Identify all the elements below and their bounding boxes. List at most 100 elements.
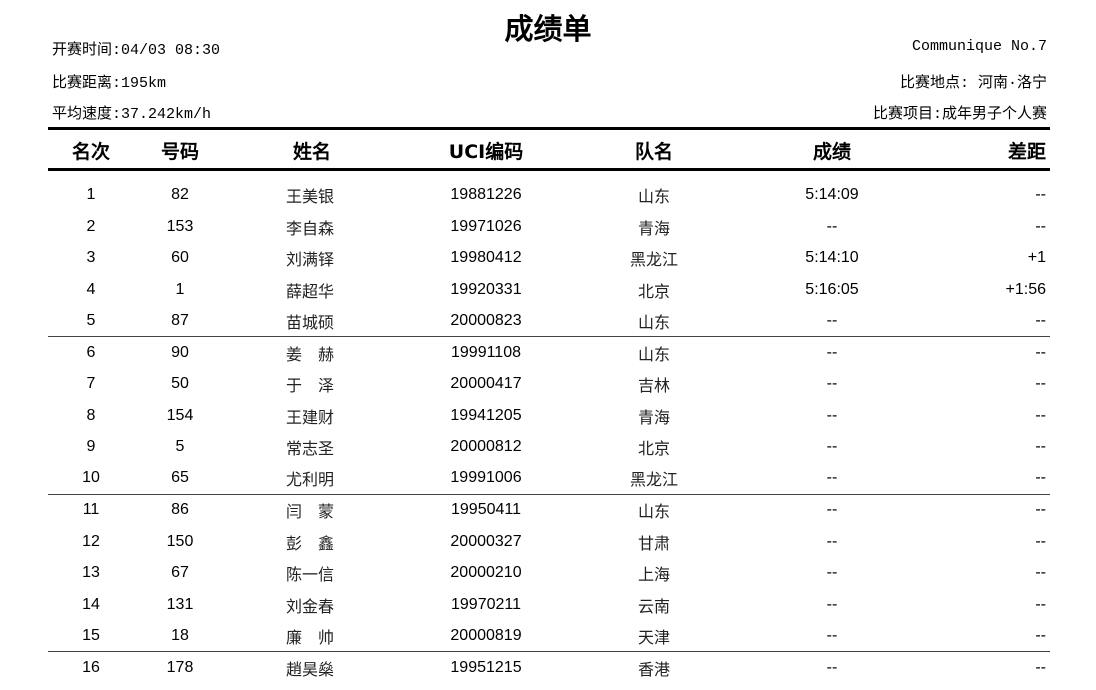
cell-time: -- [826, 406, 838, 424]
cell-team: 黑龙江 [629, 250, 678, 270]
cell-number: 65 [171, 469, 189, 487]
average-speed: 平均速度:37.242km/h [52, 106, 212, 123]
table-row: 11 86 闫 蒙 19950411 山东 -- -- [48, 495, 1050, 527]
cell-uci: 19991108 [451, 343, 521, 361]
table-row: 13 67 陈一信 20000210 上海 -- -- [48, 558, 1050, 590]
cell-team: 青海 [637, 407, 670, 427]
race-distance: 比赛距离:195km [52, 75, 167, 92]
cell-number: 82 [171, 186, 189, 204]
cell-rank: 6 [86, 343, 96, 361]
cell-name: 姜 赫 [286, 344, 335, 364]
cell-name: 趙昊燊 [286, 659, 335, 679]
cell-gap: +1:56 [1005, 280, 1046, 298]
col-rank: 名次 [71, 140, 110, 163]
table-row: 14 131 刘金春 19970211 云南 -- -- [48, 589, 1050, 621]
cell-rank: 12 [82, 532, 100, 550]
cell-number: 87 [171, 311, 189, 329]
cell-team: 甘肃 [637, 533, 670, 553]
cell-time: 5:14:10 [805, 249, 859, 267]
table-row: 9 5 常志圣 20000812 北京 -- -- [48, 432, 1050, 464]
cell-uci: 19881226 [450, 186, 522, 204]
cell-gap: -- [1035, 626, 1046, 644]
cell-team: 黑龙江 [629, 470, 678, 490]
cell-rank: 15 [82, 626, 100, 644]
cell-gap: -- [1035, 186, 1046, 204]
cell-rank: 10 [82, 469, 100, 487]
table-row: 3 60 刘满铎 19980412 黑龙江 5:14:10 +1 [48, 243, 1050, 275]
cell-name: 陈一信 [286, 565, 335, 585]
cell-time: -- [826, 375, 838, 393]
cell-uci: 19970211 [451, 595, 521, 613]
table-row: 4 1 薛超华 19920331 北京 5:16:05 +1:56 [48, 274, 1050, 306]
cell-name: 刘金春 [286, 596, 335, 616]
cell-rank: 11 [82, 501, 100, 519]
table-row: 2 153 李自森 19971026 青海 -- -- [48, 211, 1050, 243]
cell-number: 178 [166, 658, 194, 676]
cell-uci: 19971026 [450, 217, 522, 235]
cell-time: -- [826, 626, 838, 644]
col-uci: UCI编码 [448, 140, 524, 163]
cell-team: 云南 [637, 596, 670, 616]
cell-name: 薛超华 [286, 281, 335, 301]
table-row: 16 178 趙昊燊 19951215 香港 -- -- [48, 652, 1050, 684]
cell-rank: 14 [82, 595, 100, 613]
cell-uci: 20000210 [450, 564, 522, 582]
cell-gap: -- [1035, 375, 1046, 393]
cell-team: 北京 [637, 281, 670, 301]
cell-rank: 7 [86, 375, 96, 393]
cell-time: 5:14:09 [805, 186, 859, 204]
cell-uci: 20000417 [450, 375, 522, 393]
col-gap: 差距 [1007, 140, 1046, 163]
table-row: 8 154 王建财 19941205 青海 -- -- [48, 400, 1050, 432]
cell-time: -- [826, 564, 838, 582]
cell-name: 闫 蒙 [286, 502, 335, 522]
cell-name: 尤利明 [286, 470, 335, 490]
cell-gap: -- [1035, 595, 1046, 613]
cell-number: 5 [175, 438, 185, 456]
cell-uci: 20000819 [450, 626, 522, 644]
results-table-body: 1 82 王美银 19881226 山东 5:14:09 -- 2 153 李自森 19971026… [48, 180, 1050, 684]
table-row: 7 50 于 泽 20000417 吉林 -- -- [48, 369, 1050, 401]
cell-gap: -- [1035, 311, 1046, 329]
cell-rank: 4 [86, 280, 96, 298]
cell-name: 李自森 [286, 218, 335, 238]
race-event: 比赛项目:成年男子个人赛 [872, 106, 1047, 123]
cell-number: 86 [171, 501, 189, 519]
cell-time: -- [826, 311, 838, 329]
cell-name: 王美银 [286, 187, 335, 207]
cell-rank: 9 [86, 438, 96, 456]
table-row: 1 82 王美银 19881226 山东 5:14:09 -- [48, 180, 1050, 212]
cell-uci: 19951215 [450, 658, 522, 676]
cell-uci: 19920331 [450, 280, 522, 298]
cell-gap: -- [1035, 438, 1046, 456]
header-bottom-rule [48, 168, 1050, 171]
cell-number: 18 [171, 626, 189, 644]
table-row: 5 87 苗城硕 20000823 山东 -- -- [48, 306, 1050, 337]
cell-number: 154 [166, 406, 194, 424]
cell-rank: 8 [86, 406, 96, 424]
cell-name: 王建财 [286, 407, 335, 427]
cell-gap: -- [1035, 532, 1046, 550]
cell-uci: 20000823 [450, 311, 522, 329]
header-top-rule [48, 127, 1050, 130]
cell-name: 于 泽 [286, 376, 335, 396]
cell-uci: 20000812 [450, 438, 522, 456]
cell-time: -- [826, 532, 838, 550]
col-team: 队名 [634, 140, 673, 163]
cell-team: 山东 [637, 312, 670, 332]
cell-time: -- [826, 658, 838, 676]
cell-time: -- [826, 217, 838, 235]
cell-gap: -- [1035, 217, 1046, 235]
communique-number: Communique No.7 [911, 38, 1047, 55]
cell-name: 苗城硕 [286, 312, 335, 332]
cell-team: 吉林 [637, 376, 670, 396]
race-location: 比赛地点: 河南·洛宁 [899, 75, 1047, 92]
col-time: 成绩 [812, 140, 851, 163]
cell-team: 山东 [637, 344, 670, 364]
cell-team: 青海 [637, 218, 670, 238]
table-row: 12 150 彭 鑫 20000327 甘肃 -- -- [48, 526, 1050, 558]
cell-number: 131 [166, 595, 194, 613]
cell-rank: 1 [86, 186, 96, 204]
cell-team: 北京 [637, 439, 670, 459]
cell-team: 山东 [637, 502, 670, 522]
